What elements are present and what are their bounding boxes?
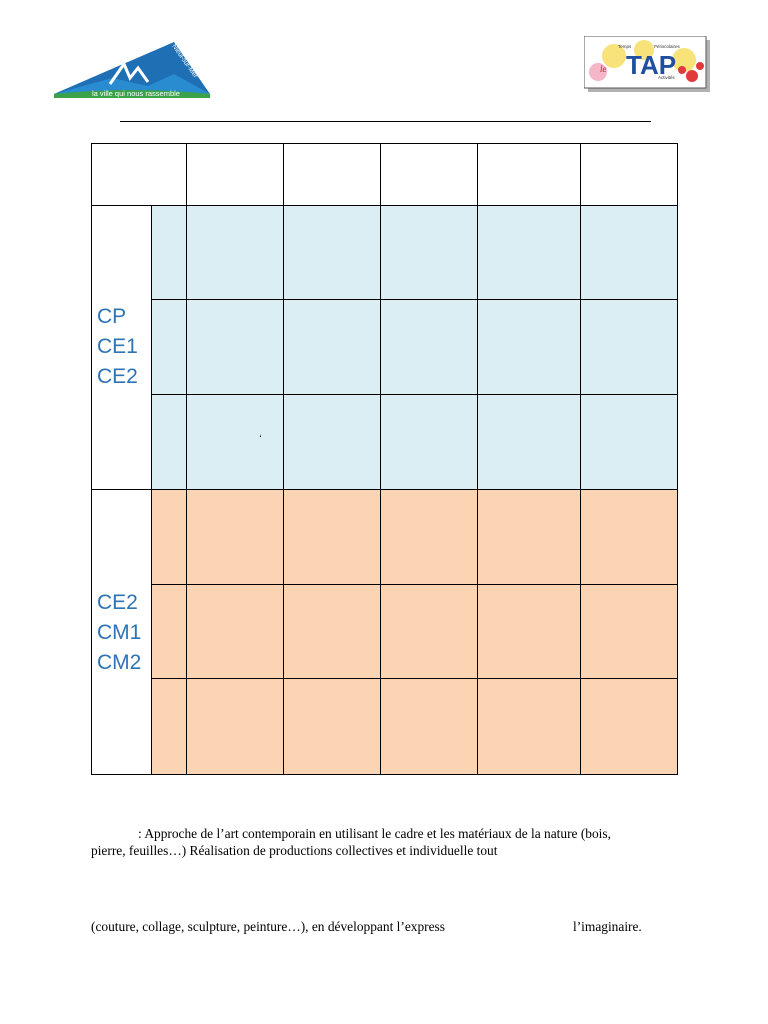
table-cell (477, 678, 581, 775)
stray-mark: ‘ (259, 433, 262, 443)
table-cell (283, 584, 381, 679)
header-cell (477, 143, 581, 206)
table-cell (580, 584, 678, 679)
header-corner-cell (91, 143, 187, 206)
table-cell (186, 299, 284, 395)
table-cell (580, 205, 678, 300)
table-cell (380, 299, 478, 395)
table-cell (380, 678, 478, 775)
table-cell (283, 678, 381, 775)
description-line-1: : Approche de l’art contemporain en util… (138, 826, 611, 841)
table-cell (186, 205, 284, 300)
table-cell (283, 394, 381, 490)
table-cell (283, 489, 381, 585)
logo-word-3: Activités (658, 75, 676, 80)
description-line-3-right: l’imaginaire. (573, 919, 642, 934)
description-line-2: pierre, feuilles…) Réalisation de produc… (91, 843, 498, 858)
logo-tap-title: TAP (626, 50, 676, 80)
header-cell (580, 143, 678, 206)
table-cell (477, 299, 581, 395)
logo-word-2: Périscolaires (654, 44, 681, 49)
table-cell (186, 584, 284, 679)
table-cell (380, 489, 478, 585)
slot-cell (151, 489, 187, 585)
table-cell (186, 678, 284, 775)
logo-prefix: le (600, 64, 607, 74)
slot-cell (151, 394, 187, 490)
slot-cell (151, 299, 187, 395)
level-label: CE2 (97, 591, 138, 614)
level-label: CE2 (97, 365, 138, 388)
level-label-group-2: CE2 CM1 CM2 (97, 588, 141, 678)
city-logo: la ville qui nous rassemble Nieul-sur-Me… (54, 42, 210, 98)
table-cell (283, 205, 381, 300)
table-cell (477, 489, 581, 585)
slot-cell (151, 678, 187, 775)
table-cell (580, 489, 678, 585)
level-label: CE1 (97, 335, 138, 358)
logo-tagline: la ville qui nous rassemble (92, 89, 180, 98)
header-cell (380, 143, 478, 206)
header-cell (186, 143, 284, 206)
level-label: CM1 (97, 621, 142, 644)
level-label: CP (97, 305, 127, 328)
table-cell (477, 394, 581, 490)
table-cell (477, 205, 581, 300)
table-cell (186, 489, 284, 585)
table-cell (580, 299, 678, 395)
table-cell (477, 584, 581, 679)
level-label: CM2 (97, 651, 142, 674)
description-line-3-left: (couture, collage, sculpture, peinture…)… (91, 919, 445, 934)
table-cell (186, 394, 284, 490)
table-cell (283, 299, 381, 395)
tap-logo: TAP le Temps Périscolaires Activités (584, 36, 710, 92)
table-cell (580, 678, 678, 775)
slot-cell (151, 205, 187, 300)
table-cell (580, 394, 678, 490)
title-rule (120, 121, 651, 122)
header-cell (283, 143, 381, 206)
slot-cell (151, 584, 187, 679)
logo-word-1: Temps (618, 44, 632, 49)
level-label-group-1: CP CE1 CE2 (97, 302, 138, 392)
table-cell (380, 205, 478, 300)
table-cell (380, 584, 478, 679)
table-cell (380, 394, 478, 490)
